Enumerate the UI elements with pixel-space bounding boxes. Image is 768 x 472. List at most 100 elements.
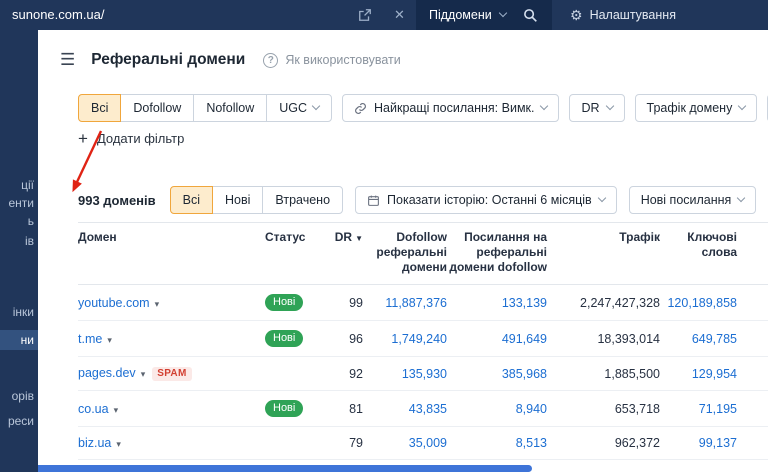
keywords-count-link[interactable]: 129,954 <box>691 366 737 381</box>
add-filter-label: Додати фільтр <box>96 131 185 146</box>
tab-dofollow-label: Dofollow <box>133 101 182 115</box>
col-truncated[interactable]: Пос <box>737 222 768 285</box>
tab-ugc-label: UGC <box>279 101 308 115</box>
search-button[interactable] <box>508 0 552 30</box>
dofollow-count-link[interactable]: 43,835 <box>408 401 447 416</box>
table-row: pages.dev ▾ SPAM 92 135,930 385,968 1,885,… <box>78 356 768 391</box>
table-row: t.me ▾ Нові 96 1,749,240 491,649 18,393,0… <box>78 320 768 357</box>
traffic-value: 653,718 <box>547 390 660 427</box>
sidebar-item-3[interactable]: ів <box>24 234 34 248</box>
history-label: Показати історію: Останні 6 місяців <box>387 193 592 207</box>
chevron-down-icon <box>597 193 606 203</box>
domain-link[interactable]: youtube.com <box>78 295 150 310</box>
links-count-link[interactable]: 491,649 <box>501 331 547 346</box>
target-url[interactable]: sunone.com.ua/ <box>12 7 105 22</box>
caret-down-icon[interactable]: ▾ <box>140 369 146 379</box>
caret-down-icon[interactable]: ▾ <box>107 334 112 345</box>
status-tab-lost[interactable]: Втрачено <box>262 186 344 214</box>
dr-value: 92 <box>327 356 363 391</box>
chevron-down-icon <box>311 101 321 111</box>
spam-tag: SPAM <box>152 367 192 381</box>
sidebar-item-4[interactable]: інки <box>12 305 34 319</box>
domain-link[interactable]: co.ua <box>78 401 109 416</box>
dofollow-count-link[interactable]: 35,009 <box>408 436 447 450</box>
dofollow-count-link[interactable]: 135,930 <box>401 366 447 381</box>
status-tab-new-label: Нові <box>225 193 251 207</box>
tab-ugc[interactable]: UGC <box>266 94 333 122</box>
links-count-link[interactable]: 133,139 <box>501 295 547 310</box>
tab-nofollow[interactable]: Nofollow <box>193 94 268 122</box>
status-tab-all[interactable]: Всі <box>169 186 214 214</box>
keywords-count-link[interactable]: 120,189,858 <box>667 295 737 310</box>
tab-nofollow-label: Nofollow <box>206 101 255 115</box>
chevron-down-icon <box>605 101 614 111</box>
page-title: Реферальні домени <box>91 51 246 68</box>
keywords-count-link[interactable]: 99,137 <box>698 436 737 450</box>
referring-domains-table: Домен Статус DR ▼ Dofollow реферальні дом… <box>78 222 768 460</box>
history-dropdown[interactable]: Показати історію: Останні 6 місяців <box>355 186 617 214</box>
col-links-to-ref-domains[interactable]: Посилання на реферальні домени dofollow <box>447 222 547 285</box>
sidebar-item-6[interactable]: орів <box>11 389 34 403</box>
chevron-down-icon <box>498 8 507 18</box>
dr-filter-dropdown[interactable]: DR <box>569 94 625 122</box>
caret-down-icon[interactable]: ▾ <box>154 298 160 309</box>
dofollow-count-link[interactable]: 1,749,240 <box>391 331 447 346</box>
how-to-use-link[interactable]: ? Як використовувати <box>263 52 401 68</box>
domain-link[interactable]: t.me <box>78 331 103 346</box>
main-content: ☰ Реферальні домени ? Як використовувати… <box>38 30 768 472</box>
topbar: sunone.com.ua/ ✕ Піддомени ⚙ Налаштуванн… <box>0 0 768 30</box>
settings-button[interactable]: ⚙ Налаштування <box>570 0 676 30</box>
domain-link[interactable]: biz.ua <box>78 436 112 450</box>
links-count-link[interactable]: 8,940 <box>515 401 547 416</box>
dr-value: 81 <box>327 390 363 427</box>
keywords-count-link[interactable]: 71,195 <box>698 401 737 416</box>
new-links-label: Нові посилання <box>640 193 732 207</box>
status-tab-lost-label: Втрачено <box>275 193 331 207</box>
sidebar-item-0[interactable]: ції <box>21 178 34 192</box>
domain-traffic-dropdown[interactable]: Трафік домену <box>634 94 758 122</box>
keywords-count-link[interactable]: 649,785 <box>691 331 737 346</box>
status-tab-new[interactable]: Нові <box>212 186 264 214</box>
link-icon <box>354 102 367 115</box>
col-domain[interactable]: Домен <box>78 222 265 285</box>
scrollbar-thumb[interactable] <box>38 465 532 472</box>
sidebar-item-5-active[interactable]: ни <box>0 330 38 350</box>
search-icon <box>523 8 538 23</box>
sidebar-item-7[interactable]: реси <box>7 414 34 428</box>
links-count-link[interactable]: 8,513 <box>515 436 547 450</box>
chevron-down-icon <box>738 101 747 111</box>
caret-down-icon[interactable]: ▾ <box>116 439 121 449</box>
dr-value: 79 <box>327 426 363 460</box>
dofollow-count-link[interactable]: 11,887,376 <box>385 295 447 310</box>
add-filter-button[interactable]: + Додати фільтр <box>78 130 184 147</box>
best-links-dropdown[interactable]: Найкращі посилання: Вимк. <box>342 94 560 122</box>
subdomains-dropdown[interactable]: Піддомени <box>416 0 519 30</box>
caret-down-icon[interactable]: ▾ <box>113 404 119 415</box>
sidebar-item-2[interactable]: ь <box>27 214 34 228</box>
settings-label: Налаштування <box>589 8 676 22</box>
table-row: co.ua ▾ Нові 81 43,835 8,940 653,718 71,1… <box>78 390 768 427</box>
new-links-dropdown[interactable]: Нові посилання <box>628 186 757 214</box>
close-icon[interactable]: ✕ <box>394 7 405 22</box>
chevron-down-icon <box>737 193 746 203</box>
status-filter-tabs: Всі Нові Втрачено <box>169 186 344 214</box>
col-keywords[interactable]: Ключові слова <box>660 222 737 285</box>
col-dr[interactable]: DR ▼ <box>327 222 363 285</box>
col-dofollow-ref-domains[interactable]: Dofollow реферальні домени <box>363 222 447 285</box>
tab-all[interactable]: Всі <box>78 94 122 122</box>
domain-traffic-label: Трафік домену <box>646 101 733 115</box>
external-link-icon[interactable] <box>358 8 372 27</box>
hamburger-menu-icon[interactable]: ☰ <box>60 50 76 69</box>
col-status[interactable]: Статус <box>265 222 327 285</box>
gear-icon: ⚙ <box>570 6 583 23</box>
traffic-value: 1,885,500 <box>547 356 660 391</box>
domain-link[interactable]: pages.dev <box>78 366 136 380</box>
links-count-link[interactable]: 385,968 <box>501 366 547 381</box>
col-traffic[interactable]: Трафік <box>547 222 660 285</box>
tab-dofollow[interactable]: Dofollow <box>120 94 195 122</box>
status-badge: Нові <box>265 400 304 417</box>
sidebar-item-1[interactable]: енти <box>8 196 35 210</box>
subdomains-label: Піддомени <box>429 8 492 22</box>
page-header: ☰ Реферальні домени ? Як використовувати <box>60 50 401 70</box>
table-row: youtube.com ▾ Нові 99 11,887,376 133,139 … <box>78 284 768 321</box>
